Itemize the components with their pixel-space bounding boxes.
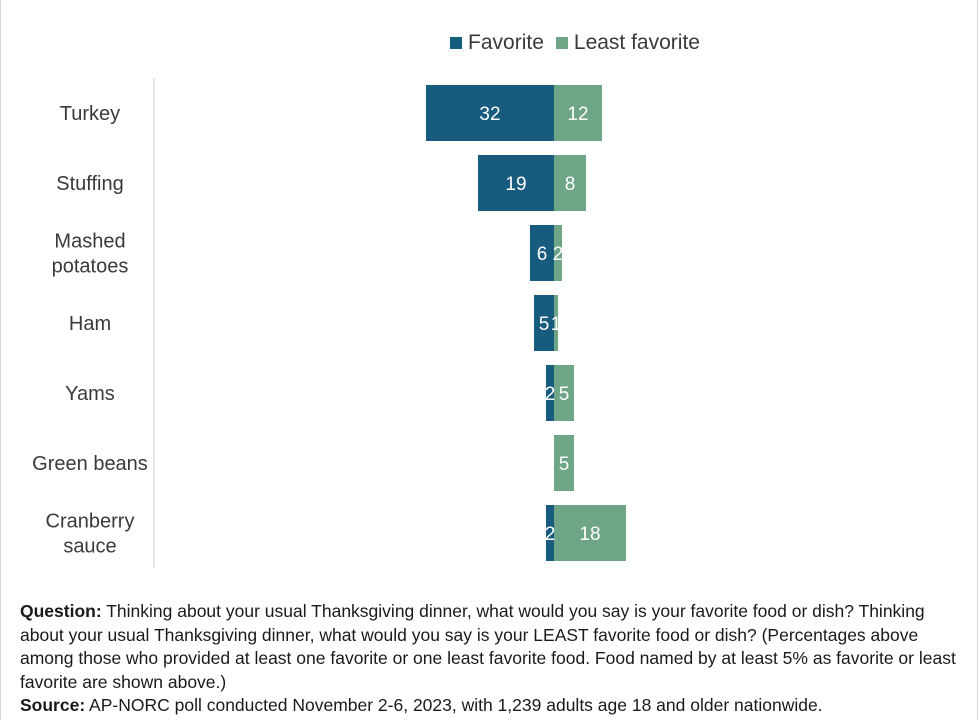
chart-notes: Question: Thinking about your usual Than… — [20, 600, 965, 718]
category-label: Ham — [69, 313, 111, 335]
data-label-least-favorite: 1 — [551, 314, 562, 335]
bar-favorite — [530, 225, 554, 281]
bar-favorite — [546, 505, 554, 561]
bar-favorite — [534, 295, 554, 351]
source-label: Source: — [20, 695, 86, 715]
category-label: Turkey — [60, 103, 120, 125]
chart-legend: Favorite Least favorite — [0, 31, 980, 55]
data-label-favorite: 5 — [539, 314, 550, 335]
source-note: Source: AP-NORC poll conducted November … — [20, 694, 965, 718]
legend-swatch-favorite — [450, 37, 463, 49]
bar-favorite — [546, 365, 554, 421]
category-label: Mashed potatoes — [52, 231, 129, 278]
legend-item-least-favorite: Least favorite — [555, 31, 700, 55]
bar-least-favorite — [554, 295, 558, 351]
data-label-favorite: 2 — [545, 524, 556, 545]
data-label-least-favorite: 5 — [559, 384, 570, 405]
legend-swatch-least-favorite — [555, 37, 568, 49]
bar-least-favorite — [554, 85, 602, 141]
data-label-favorite: 32 — [479, 104, 500, 125]
category-label: Green beans — [32, 453, 148, 475]
source-text: AP-NORC poll conducted November 2-6, 202… — [85, 695, 823, 715]
bar-least-favorite — [554, 155, 586, 211]
bar-least-favorite — [554, 225, 562, 281]
legend-label-favorite: Favorite — [468, 31, 544, 54]
bar-least-favorite — [554, 365, 574, 421]
bar-favorite — [426, 85, 554, 141]
legend-item-favorite: Favorite — [450, 31, 544, 55]
category-label: Yams — [65, 383, 115, 405]
bar-favorite — [478, 155, 554, 211]
category-label: Cranberry sauce — [46, 511, 135, 558]
bar-least-favorite — [554, 505, 626, 561]
data-label-least-favorite: 2 — [553, 244, 564, 265]
data-label-least-favorite: 18 — [579, 524, 600, 545]
legend-label-least-favorite: Least favorite — [573, 31, 700, 54]
question-text: Thinking about your usual Thanksgiving d… — [20, 601, 956, 692]
data-label-favorite: 19 — [505, 174, 526, 195]
data-label-least-favorite: 12 — [567, 104, 588, 125]
data-label-favorite: 2 — [545, 384, 556, 405]
category-label: Stuffing — [56, 173, 123, 195]
data-label-least-favorite: 8 — [565, 174, 576, 195]
bar-least-favorite — [554, 435, 574, 491]
question-label: Question: — [20, 601, 102, 621]
data-label-least-favorite: 5 — [559, 454, 570, 475]
data-label-favorite: 6 — [537, 244, 548, 265]
question-note: Question: Thinking about your usual Than… — [20, 600, 965, 694]
